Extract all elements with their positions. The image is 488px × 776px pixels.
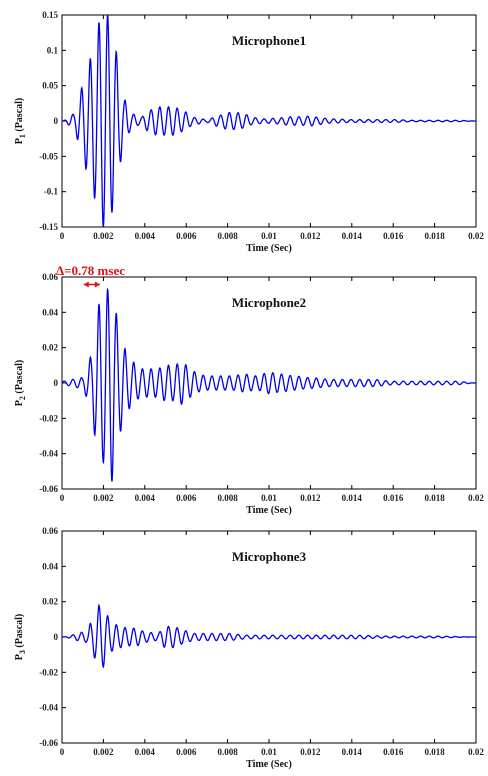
y-tick-label: 0.15 (42, 10, 58, 20)
y-label-subscript: 1 (18, 134, 27, 138)
y-axis-label: P3 (Pascal) (14, 614, 27, 661)
chart-microphone2: 0 0.002 0.004 0.006 0.008 0.01 0.012 0.014 0.016… (14, 263, 484, 516)
x-tick-label: 0.012 (300, 493, 321, 503)
x-tick-label: 0.008 (217, 493, 238, 503)
y-tick-label: 0 (54, 632, 59, 642)
x-tick-label: 0.012 (300, 747, 321, 757)
x-tick-label: 0.008 (217, 747, 238, 757)
y-tick-label: -0.06 (39, 484, 58, 494)
delta-annotation-label: Δ=0.78 msec (56, 263, 125, 278)
x-tick-label: 0.012 (300, 231, 321, 241)
chart-title: Microphone2 (232, 295, 306, 310)
y-tick-label: -0.1 (44, 187, 59, 197)
y-tick-label: -0.02 (39, 413, 58, 423)
x-tick-label: 0.002 (93, 493, 114, 503)
y-label-unit: (Pascal) (14, 360, 25, 396)
x-tick-label: 0.018 (424, 493, 445, 503)
delta-arrowhead-left (83, 281, 89, 288)
y-tick-label: 0.1 (47, 45, 59, 55)
x-tick-label: 0.006 (176, 493, 197, 503)
x-tick-label: 0.018 (424, 231, 445, 241)
x-tick-label: 0.014 (342, 747, 363, 757)
chart-title: Microphone1 (232, 33, 306, 48)
y-tick-label: 0.06 (42, 526, 58, 536)
y-axis-label: P1 (Pascal) (14, 98, 27, 145)
series-line (61, 287, 476, 482)
x-axis-label: Time (Sec) (246, 505, 292, 516)
y-tick-label: 0.05 (42, 81, 58, 91)
x-axis-label: Time (Sec) (246, 759, 292, 770)
chart-microphone3: 0 0.002 0.004 0.006 0.008 0.01 0.012 0.014 0.016… (14, 526, 484, 770)
delta-arrowhead-right (94, 281, 100, 288)
x-tick-label: 0.018 (424, 747, 445, 757)
y-tick-label: -0.06 (39, 738, 58, 748)
x-tick-label: 0 (60, 493, 65, 503)
x-tick-label: 0.008 (217, 231, 238, 241)
x-tick-label: 0.01 (261, 747, 277, 757)
y-tick-label: 0.02 (42, 343, 58, 353)
y-tick-label: 0.06 (42, 272, 58, 282)
x-tick-label: 0 (60, 231, 65, 241)
y-tick-label: -0.02 (39, 667, 58, 677)
x-tick-label: 0.01 (261, 493, 277, 503)
x-tick-label: 0.016 (383, 493, 404, 503)
y-tick-label: 0.04 (42, 561, 58, 571)
x-tick-label: 0.02 (468, 493, 484, 503)
x-tick-label: 0.004 (135, 747, 156, 757)
x-tick-label: 0.01 (261, 231, 277, 241)
x-tick-label: 0.016 (383, 747, 404, 757)
x-tick-label: 0.006 (176, 231, 197, 241)
y-axis-label: P2 (Pascal) (14, 360, 27, 407)
y-label-subscript: 2 (18, 396, 27, 400)
chart-title: Microphone3 (232, 549, 307, 564)
y-tick-label: -0.04 (39, 703, 58, 713)
y-label-symbol: P (14, 654, 25, 660)
x-tick-label: 0.02 (468, 747, 484, 757)
x-tick-label: 0.002 (93, 747, 114, 757)
y-label-subscript: 3 (18, 650, 27, 654)
y-tick-label: -0.15 (39, 222, 58, 232)
y-tick-label: 0 (54, 116, 59, 126)
y-tick-label: -0.04 (39, 449, 58, 459)
y-label-unit: (Pascal) (14, 614, 25, 650)
x-tick-label: 0.014 (342, 231, 363, 241)
x-tick-label: 0.002 (93, 231, 114, 241)
y-label-symbol: P (14, 400, 25, 406)
x-tick-label: 0.014 (342, 493, 363, 503)
x-tick-label: 0.02 (468, 231, 484, 241)
series-line (62, 15, 476, 227)
x-tick-label: 0.006 (176, 747, 197, 757)
y-tick-label: -0.05 (39, 151, 58, 161)
y-tick-label: 0.02 (42, 597, 58, 607)
x-axis-label: Time (Sec) (246, 243, 292, 254)
y-tick-label: 0 (54, 378, 59, 388)
x-tick-label: 0.004 (135, 231, 156, 241)
chart-microphone1: 0 0.002 0.004 0.006 0.008 0.01 0.012 0.014 0.016… (14, 10, 484, 254)
x-tick-label: 0 (60, 747, 65, 757)
y-label-symbol: P (14, 138, 25, 144)
y-tick-label: 0.04 (42, 307, 58, 317)
x-tick-label: 0.016 (383, 231, 404, 241)
y-label-unit: (Pascal) (14, 98, 25, 134)
series-line (62, 603, 476, 668)
x-tick-label: 0.004 (135, 493, 156, 503)
